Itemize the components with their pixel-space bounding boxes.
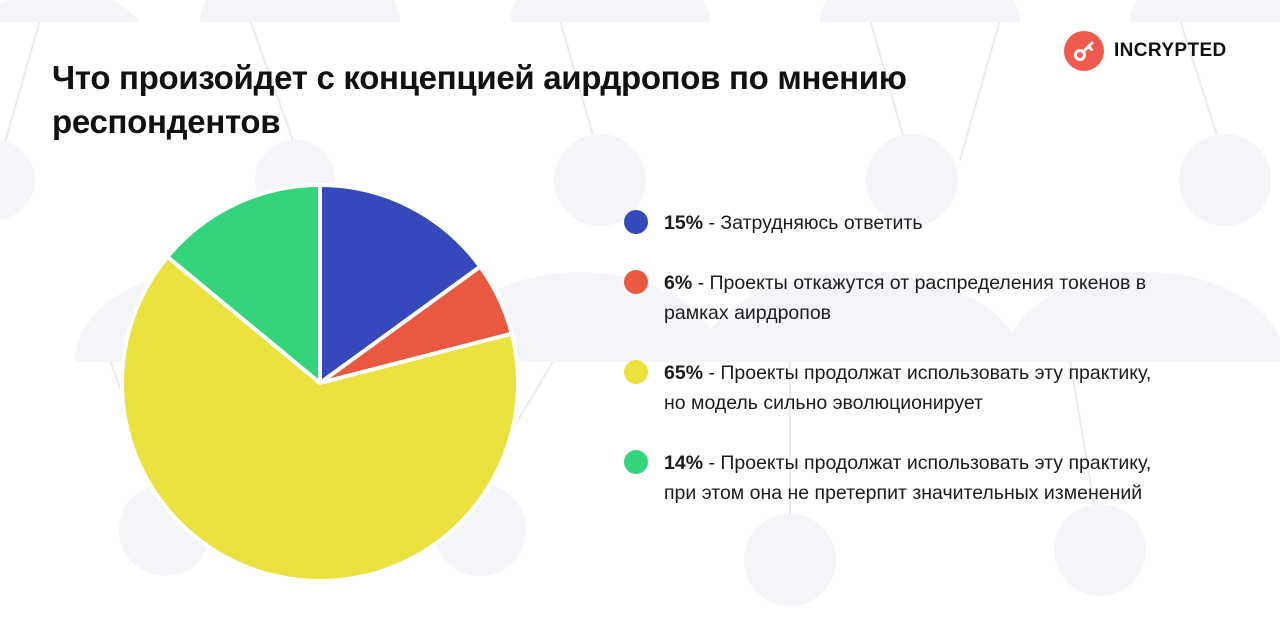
legend-percent: 15% (664, 212, 704, 234)
legend-percent: 65% (664, 362, 704, 384)
brand-name: INCRYPTED (1114, 40, 1227, 61)
legend-swatch (624, 270, 648, 294)
legend-text: 65% - Проекты продолжат использовать эту… (664, 362, 1152, 414)
legend-text: 14% - Проекты продолжат использовать эту… (664, 452, 1152, 504)
pie-slice (318, 183, 483, 385)
legend-label: Проекты откажутся от распределения токен… (664, 272, 1147, 324)
legend-text: 15% - Затрудняюсь ответить (664, 212, 923, 234)
legend-swatch (624, 450, 648, 474)
page-title: Что произойдет с концепцией аирдропов по… (52, 59, 907, 140)
legend-text: 6% - Проекты откажутся от распределения … (664, 272, 1147, 324)
legend-percent: 14% (664, 452, 704, 474)
key-icon (1064, 31, 1104, 71)
legend-label: Проекты продолжат использовать эту практ… (664, 452, 1152, 504)
chart-legend: 15% - Затрудняюсь ответить 6% - Проекты … (624, 208, 1164, 508)
legend-percent: 6% (664, 272, 693, 294)
legend-label: Проекты продолжат использовать эту практ… (664, 362, 1152, 414)
legend-item: 15% - Затрудняюсь ответить (624, 208, 1164, 238)
brand-logo: INCRYPTED (1064, 31, 1227, 71)
legend-item: 65% - Проекты продолжат использовать эту… (624, 358, 1164, 418)
pie-slice (120, 254, 520, 583)
legend-item: 6% - Проекты откажутся от распределения … (624, 268, 1164, 328)
legend-label: Затрудняюсь ответить (720, 212, 923, 234)
legend-item: 14% - Проекты продолжат использовать эту… (624, 448, 1164, 508)
pie-slice (165, 183, 322, 385)
legend-swatch (624, 210, 648, 234)
legend-swatch (624, 360, 648, 384)
pie-chart (120, 183, 520, 583)
